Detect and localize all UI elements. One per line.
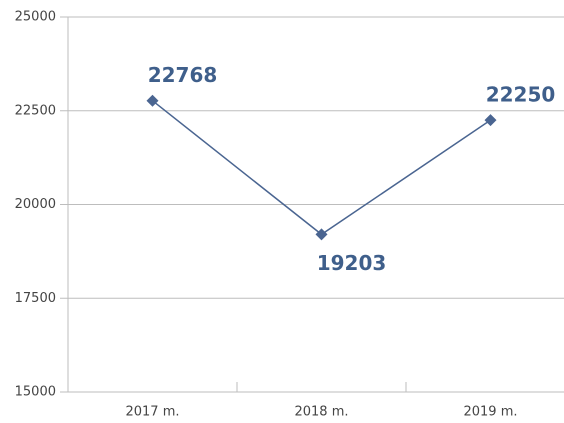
y-tick-label: 22500 <box>15 103 56 118</box>
y-tick-label: 17500 <box>15 291 56 306</box>
marker <box>484 114 497 127</box>
data-label: 22768 <box>148 63 218 87</box>
y-tick-label: 25000 <box>15 10 56 25</box>
x-tick-label: 2019 m. <box>463 405 517 420</box>
x-tick-label: 2018 m. <box>294 405 348 420</box>
y-tick-label: 15000 <box>15 385 56 400</box>
marker <box>315 228 328 241</box>
data-label: 19203 <box>317 251 387 275</box>
data-label: 22250 <box>486 83 556 107</box>
y-tick-label: 20000 <box>15 197 56 212</box>
marker <box>146 94 159 107</box>
line <box>152 100 491 236</box>
x-tick-label: 2017 m. <box>125 405 179 420</box>
